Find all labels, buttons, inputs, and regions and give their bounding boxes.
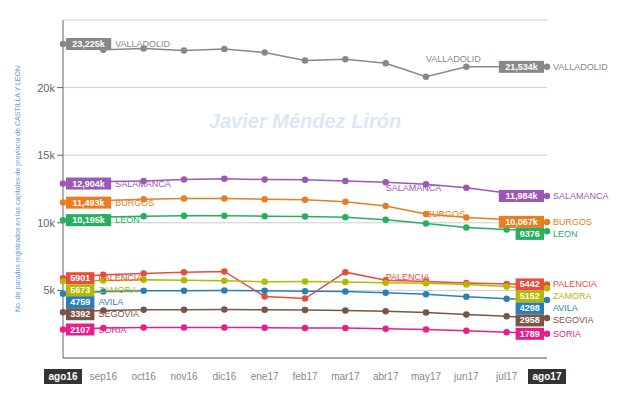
svg-text:BURGOS: BURGOS	[553, 217, 592, 227]
svg-text:10,195k: 10,195k	[72, 215, 106, 225]
svg-text:2958: 2958	[520, 315, 540, 325]
svg-text:oct16: oct16	[131, 371, 156, 382]
svg-text:SALAMANCA: SALAMANCA	[553, 191, 609, 201]
html-text:Javier Méndez Lirón: Javier Méndez Lirón	[208, 109, 402, 132]
svg-text:feb17: feb17	[292, 371, 317, 382]
svg-text:nov16: nov16	[170, 371, 198, 382]
svg-text:SALAMANCA: SALAMANCA	[115, 179, 171, 189]
svg-text:jun17: jun17	[453, 371, 479, 382]
svg-text:ZAMORA: ZAMORA	[553, 291, 592, 301]
svg-text:may17: may17	[411, 371, 441, 382]
svg-text:2107: 2107	[70, 325, 90, 335]
svg-text:9376: 9376	[520, 229, 540, 239]
svg-text:PALENCIA: PALENCIA	[386, 272, 430, 282]
svg-text:abr17: abr17	[373, 371, 399, 382]
svg-text:dic16: dic16	[212, 371, 236, 382]
svg-text:21,534k: 21,534k	[505, 62, 539, 72]
svg-text:mar17: mar17	[331, 371, 360, 382]
svg-text:SEGOVIA: SEGOVIA	[98, 309, 139, 319]
svg-text:sep16: sep16	[90, 371, 118, 382]
svg-text:4759: 4759	[70, 297, 90, 307]
svg-text:ago16: ago16	[49, 371, 78, 382]
svg-text:No. de parados registrados en: No. de parados registrados en las capita…	[14, 66, 22, 312]
svg-text:12,904k: 12,904k	[72, 179, 106, 189]
svg-text:4298: 4298	[520, 303, 540, 313]
svg-text:5152: 5152	[520, 291, 540, 301]
svg-text:SEGOVIA: SEGOVIA	[553, 315, 594, 325]
svg-text:5673: 5673	[70, 285, 90, 295]
svg-text:LEON: LEON	[553, 229, 578, 239]
svg-text:10,067k: 10,067k	[505, 217, 539, 227]
svg-text:5901: 5901	[70, 273, 90, 283]
svg-text:5442: 5442	[520, 279, 540, 289]
svg-text:SALAMANCA: SALAMANCA	[386, 183, 442, 193]
svg-text:AVILA: AVILA	[98, 297, 123, 307]
svg-text:3392: 3392	[70, 309, 90, 319]
svg-text:11,984k: 11,984k	[505, 191, 538, 201]
svg-text:jul17: jul17	[495, 371, 518, 382]
svg-text:SORIA: SORIA	[553, 329, 581, 339]
svg-text:VALLADOLID: VALLADOLID	[426, 54, 481, 64]
svg-text:20k: 20k	[37, 82, 55, 94]
svg-text:VALLADOLID: VALLADOLID	[553, 62, 608, 72]
svg-text:23,225k: 23,225k	[72, 39, 106, 49]
svg-text:11,493k: 11,493k	[73, 198, 106, 208]
svg-text:10k: 10k	[37, 217, 55, 229]
svg-text:BURGOS: BURGOS	[426, 209, 465, 219]
svg-text:ZAMORA: ZAMORA	[98, 285, 137, 295]
svg-text:PALENCIA: PALENCIA	[98, 273, 142, 283]
svg-text:ene17: ene17	[251, 371, 279, 382]
svg-text:15k: 15k	[37, 149, 55, 161]
svg-text:VALLADOLID: VALLADOLID	[115, 39, 170, 49]
svg-text:SORIA: SORIA	[98, 325, 126, 335]
svg-text:LEON: LEON	[115, 215, 140, 225]
svg-text:ago17: ago17	[533, 371, 562, 382]
svg-text:1789: 1789	[520, 329, 540, 339]
svg-text:5k: 5k	[43, 284, 55, 296]
svg-text:BURGOS: BURGOS	[115, 198, 154, 208]
svg-text:AVILA: AVILA	[553, 303, 578, 313]
svg-text:PALENCIA: PALENCIA	[553, 279, 597, 289]
